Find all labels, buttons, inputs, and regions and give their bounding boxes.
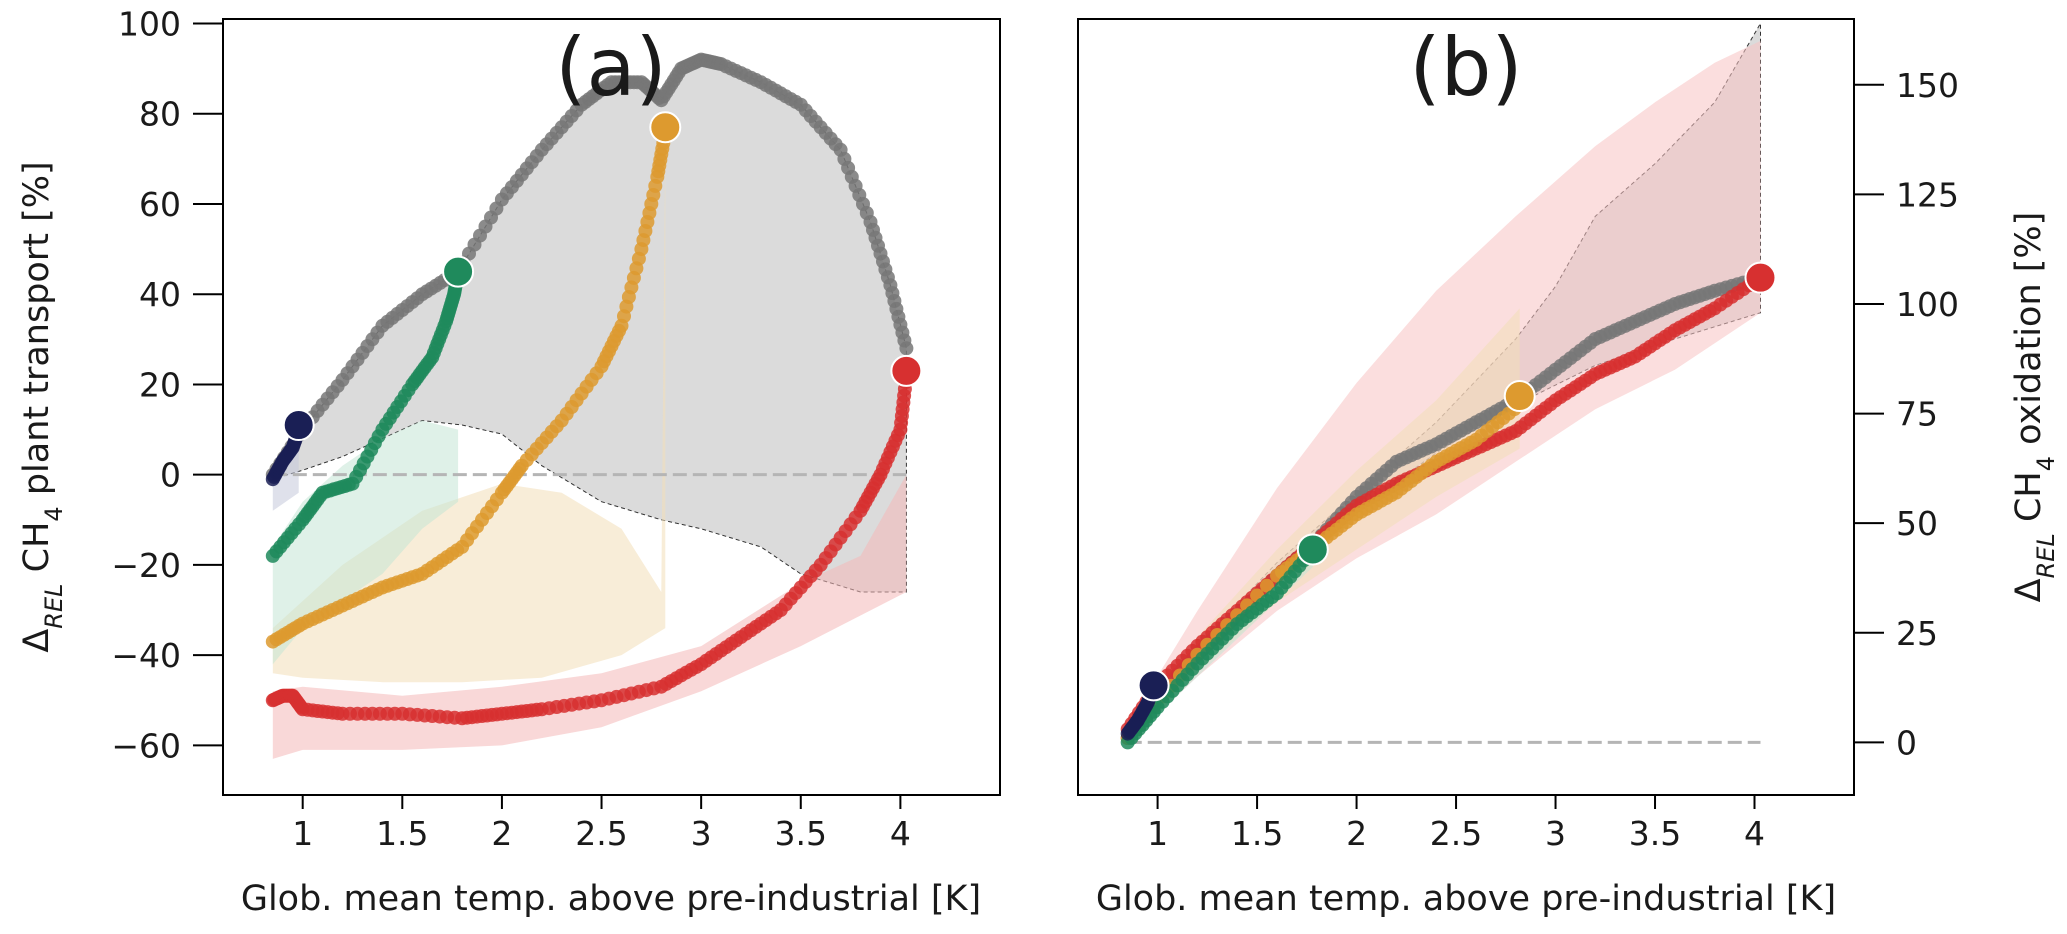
panel-a-y-axis-title-sub2: 4 — [40, 506, 68, 521]
panel-b-frame — [1077, 18, 1855, 796]
y-tick-label: −40 — [111, 636, 181, 675]
x-tick-label: 4 — [890, 814, 911, 853]
panel-b-y-axis-title-mid: CH — [2009, 471, 2049, 533]
y-tick-label: 40 — [139, 275, 181, 314]
panel-a-x-axis-title: Glob. mean temp. above pre-industrial [K… — [241, 879, 981, 919]
x-tick-label: 2 — [1346, 814, 1367, 853]
panel-a-y-ticks: −60 −40 −20 0 20 40 60 80 100 — [111, 5, 223, 765]
panel-a-end-markers — [282, 111, 923, 442]
x-tick-label: 4 — [1744, 814, 1765, 853]
x-tick-label: 1 — [292, 814, 313, 853]
y-tick-label: 75 — [1896, 395, 1938, 434]
series-ssp3-7-0-plant — [265, 124, 673, 649]
panel-b: 1 1.5 2 2.5 3 3.5 4 0 25 50 75 100 125 150 (b) Glob.… — [1077, 18, 2060, 919]
y-tick-label: 0 — [160, 456, 181, 495]
end-marker — [1503, 380, 1536, 413]
panel-a-y-axis-title-mid: CH — [17, 522, 57, 584]
end-marker — [442, 255, 475, 288]
y-tick-label: 60 — [139, 185, 181, 224]
panel-b-y-axis-title-delta: Δ — [2009, 578, 2049, 602]
y-tick-label: 25 — [1896, 614, 1938, 653]
y-tick-label: 150 — [1896, 66, 1959, 105]
y-tick-label: 100 — [1896, 285, 1959, 324]
end-marker — [649, 111, 682, 144]
panel-a-label: (a) — [555, 21, 666, 114]
panel-a-y-axis-title-tail: plant transport [%] — [17, 161, 57, 506]
x-tick-label: 1.5 — [1231, 814, 1283, 853]
x-tick-label: 1.5 — [376, 814, 428, 853]
panel-b-x-ticks: 1 1.5 2 2.5 3 3.5 4 — [1147, 795, 1765, 853]
x-tick-label: 3.5 — [1629, 814, 1681, 853]
y-tick-label: 50 — [1896, 504, 1938, 543]
panel-a-y-axis-title: ΔREL CH4 plant transport [%] — [17, 161, 68, 652]
panel-a-x-ticks: 1 1.5 2 2.5 3 3.5 4 — [292, 795, 911, 853]
x-tick-label: 2.5 — [575, 814, 627, 853]
x-tick-label: 2.5 — [1430, 814, 1482, 853]
panel-a-y-axis-title-delta: Δ — [17, 629, 57, 653]
y-tick-label: −20 — [111, 546, 181, 585]
panel-a-y-axis-title-sub1: REL — [40, 583, 68, 628]
x-tick-label: 3 — [1545, 814, 1566, 853]
x-tick-label: 3 — [691, 814, 712, 853]
y-tick-label: −60 — [111, 726, 181, 765]
panel-b-y-axis-title-tail: oxidation [%] — [2009, 212, 2049, 456]
x-tick-label: 1 — [1147, 814, 1168, 853]
end-marker — [890, 354, 923, 387]
panel-b-y-axis-title-sub2: 4 — [2032, 456, 2060, 471]
y-tick-label: 100 — [118, 5, 181, 44]
panel-a-bands — [272, 59, 907, 759]
panel-b-y-axis-title: ΔREL CH4 oxidation [%] — [2009, 212, 2060, 603]
band-ssp3-7-0-plant — [272, 131, 666, 683]
band-ssp5-8-5-mean — [272, 59, 907, 593]
end-marker — [1744, 261, 1777, 294]
x-tick-label: 2 — [491, 814, 512, 853]
data-point — [1260, 578, 1274, 593]
panel-b-end-markers — [1137, 261, 1777, 702]
series-ssp2-4-5-oxidation — [1120, 542, 1320, 750]
panel-a-frame — [222, 18, 1001, 796]
y-tick-label: 80 — [139, 95, 181, 134]
series-ssp5-8-5-plant — [265, 368, 914, 726]
x-tick-label: 3.5 — [775, 814, 827, 853]
data-point — [899, 341, 914, 356]
panel-b-x-axis-title: Glob. mean temp. above pre-industrial [K… — [1096, 879, 1836, 919]
panel-b-y-axis-title-sub1: REL — [2032, 533, 2060, 578]
panel-b-y-ticks: 0 25 50 75 100 125 150 — [1854, 66, 1959, 762]
end-marker — [282, 409, 315, 442]
panel-b-label: (b) — [1409, 21, 1522, 114]
band-ssp2-4-5-plant — [272, 420, 459, 665]
y-tick-label: 125 — [1896, 175, 1959, 214]
y-tick-label: 20 — [139, 365, 181, 404]
end-marker — [1137, 669, 1170, 702]
end-marker — [1296, 533, 1329, 566]
y-tick-label: 0 — [1896, 723, 1917, 762]
